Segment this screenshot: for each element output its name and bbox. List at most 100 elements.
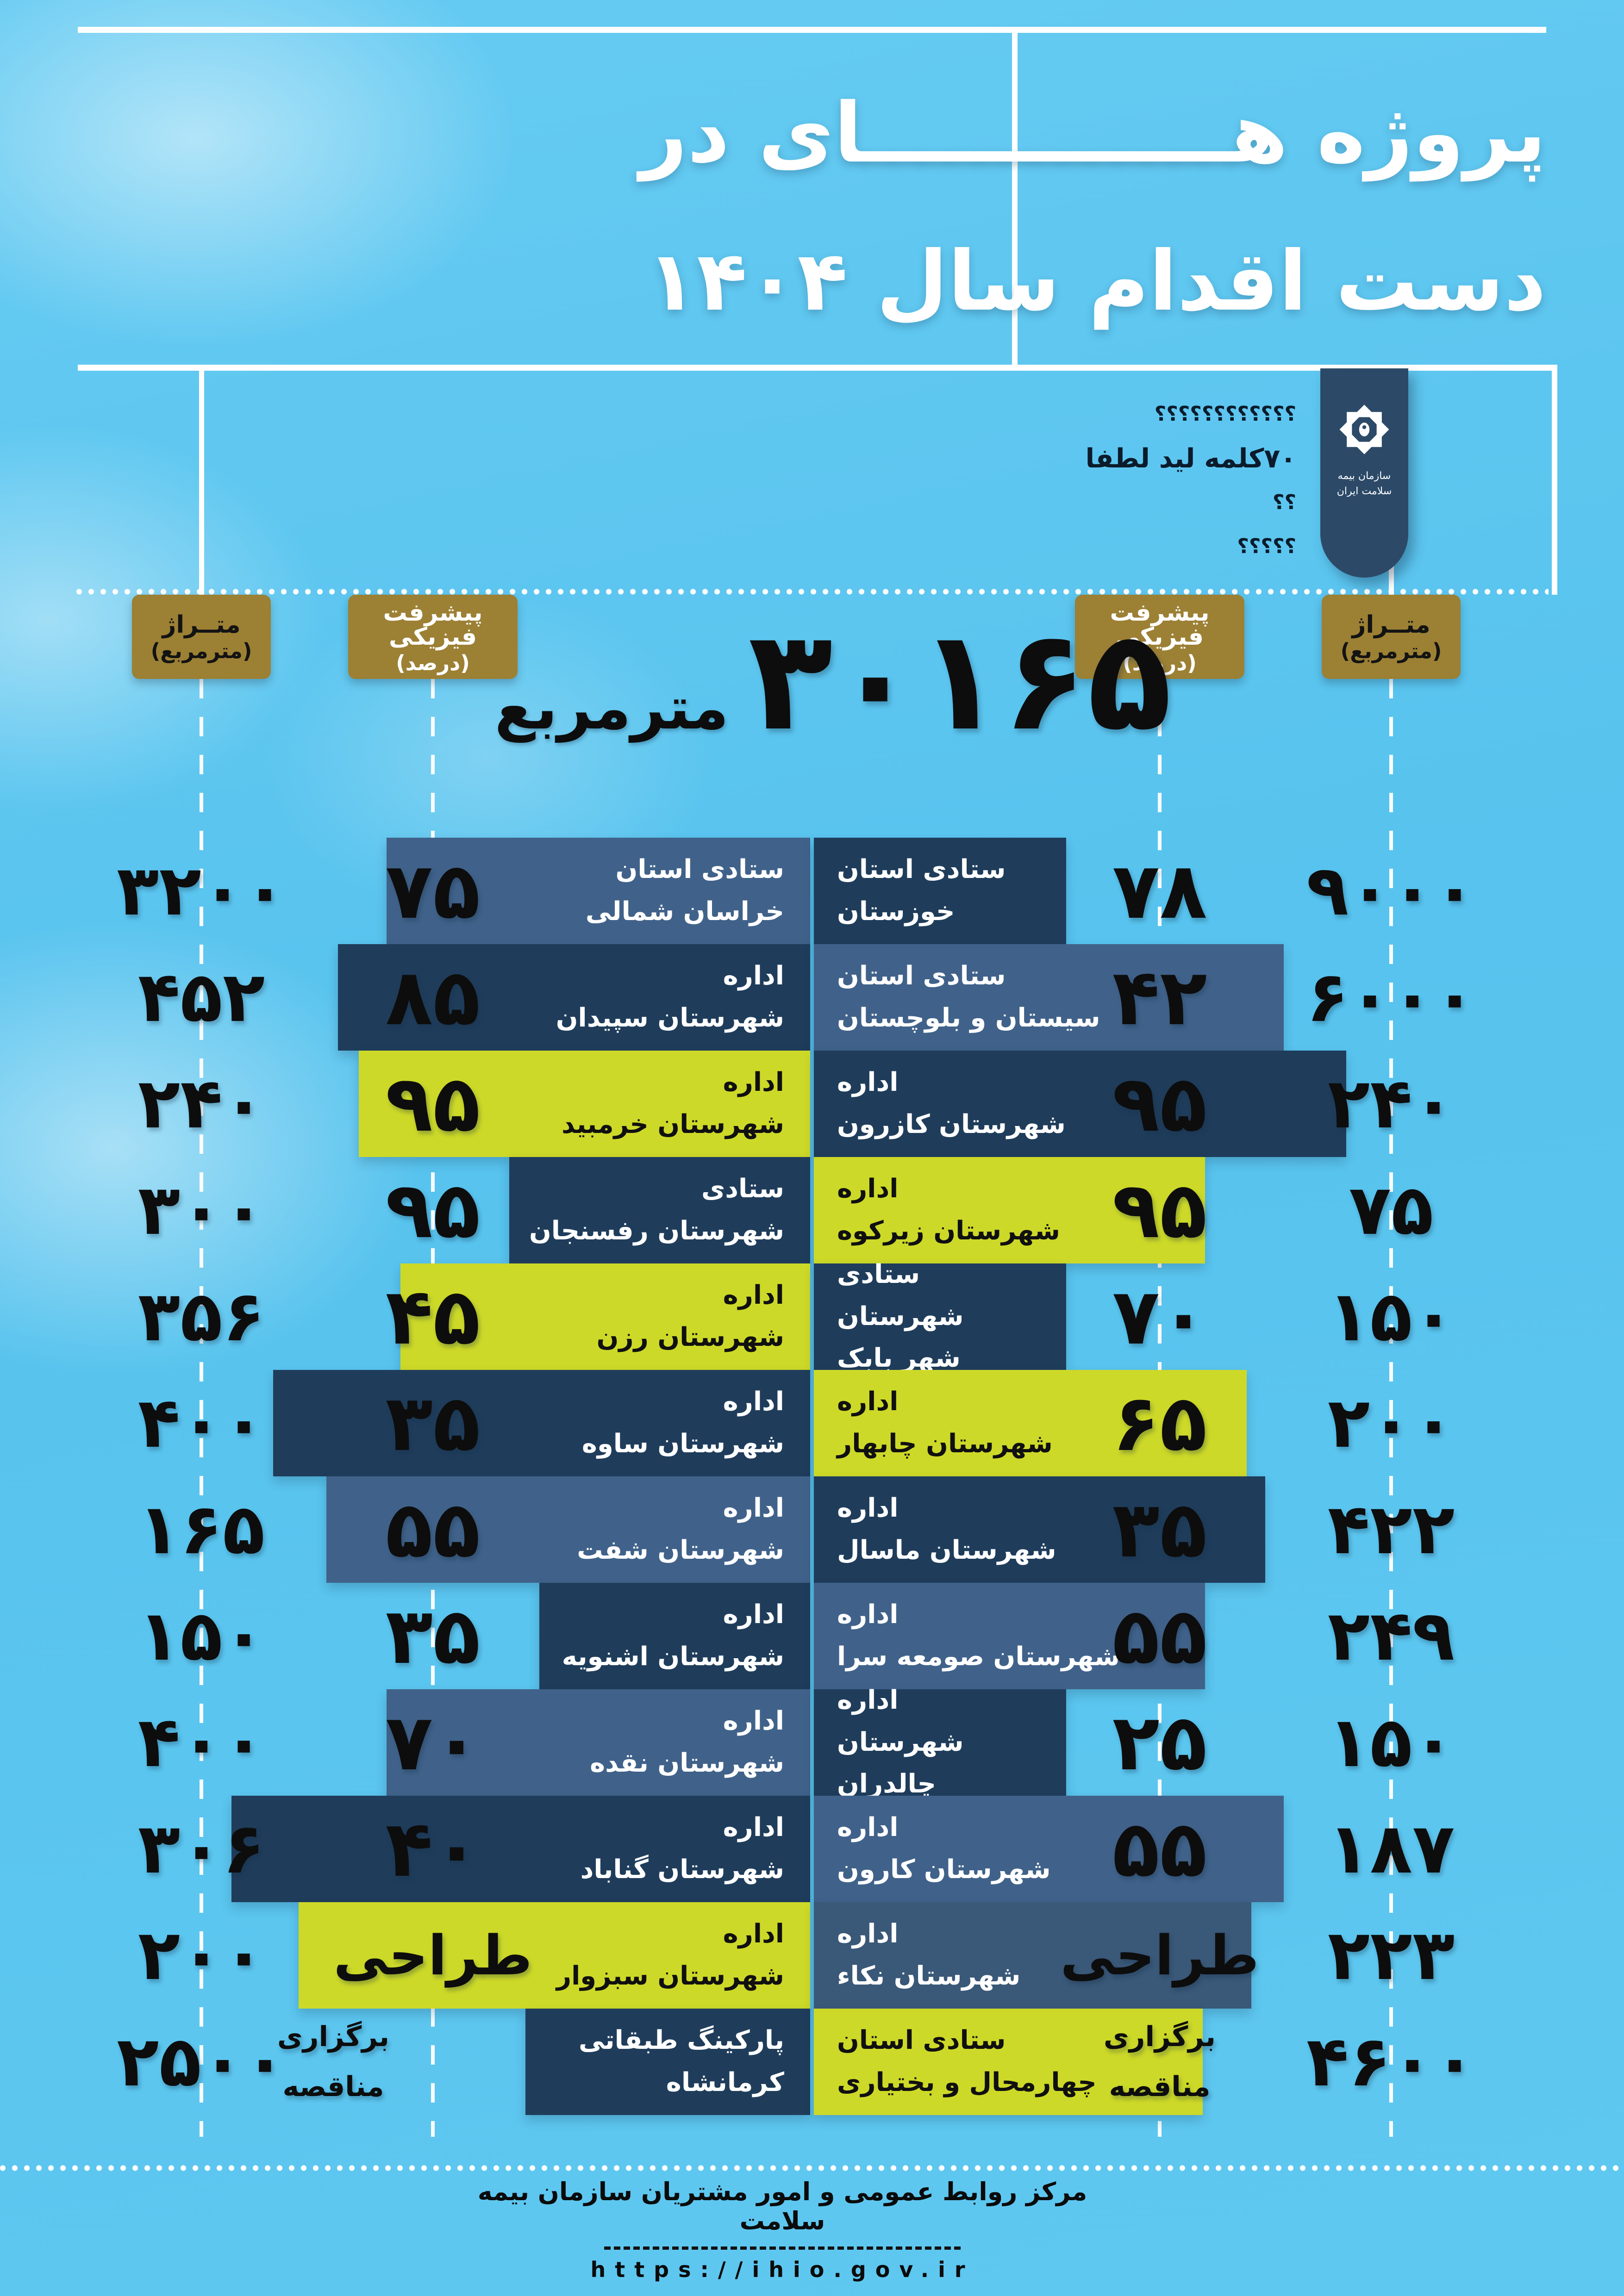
project-name-line: شهرستان نقده	[590, 1748, 784, 1778]
project-name-line: شهرستان گناباد	[580, 1854, 784, 1885]
project-bar-right-7: اداره شهرستان ماسال	[814, 1476, 1265, 1583]
right-frame-line	[1552, 365, 1557, 595]
progress-value-right: ۵۵	[1112, 1804, 1207, 1894]
project-name-line: خراسان شمالی	[585, 896, 784, 927]
area-value-left: ۳۰۶	[137, 1809, 265, 1889]
area-value-left: ۴۵۲	[137, 957, 265, 1038]
project-name-line: خوزستان	[837, 896, 955, 927]
footer-org-line: مرکز روابط عمومی و امور مشتریان سازمان ب…	[477, 2177, 1087, 2235]
project-name-line: اداره	[837, 1685, 899, 1715]
project-name: اداره شهرستان زیرکوه	[814, 1168, 1074, 1252]
project-name-line: شهرستان زیرکوه	[837, 1216, 1060, 1246]
project-name: اداره شهرستان اشنویه	[548, 1594, 810, 1678]
header-label: پیشرفت فیزیکی	[383, 598, 483, 651]
area-value-left: ۴۰۰	[137, 1702, 265, 1783]
progress-value-right: برگزاری مناقصه	[1039, 2009, 1280, 2115]
org-name: سازمان بیمه سلامت ایران	[1337, 470, 1392, 497]
progress-value-right: ۷۸	[1112, 846, 1207, 936]
area-value-left: ۲۴۰	[137, 1064, 265, 1144]
project-name-line: شهرستان چابهار	[837, 1429, 1053, 1459]
area-value-right: ۱۵۰	[1327, 1276, 1455, 1357]
footer-dotted-line	[0, 2165, 1624, 2171]
project-name-line: شهرستان اشنویه	[562, 1642, 784, 1672]
area-value-right: ۲۴۰	[1327, 1064, 1455, 1144]
project-name: اداره شهرستان رزن	[583, 1275, 810, 1358]
page-title-line2: دست اقدام سال ۱۴۰۴	[646, 233, 1547, 330]
project-name-line: اداره	[837, 1067, 899, 1098]
project-name-line: شهرستان رزن	[596, 1322, 784, 1352]
progress-value-left: ۸۵	[385, 952, 481, 1043]
project-name-line: کرمانشاه	[666, 2067, 784, 2097]
page-title-line1: پروژه هـــــــــــــای در	[640, 85, 1546, 181]
guide-line-area-right	[1389, 679, 1393, 2137]
progress-value-left: ۴۰	[385, 1804, 481, 1894]
project-name-line: اداره	[837, 1174, 899, 1204]
ihio-logo-icon	[1339, 404, 1389, 454]
project-name-line: شهرستان سبزوار	[556, 1961, 784, 1991]
lead-line: ؟؟؟؟؟	[1237, 535, 1296, 559]
header-sublabel: (مترمربع)	[1340, 638, 1442, 663]
header-box-progress-right: پیشرفت فیزیکی (درصد)	[1075, 595, 1244, 679]
progress-value-left: برگزاری مناقصه	[213, 2009, 454, 2115]
progress-value-right: ۳۵	[1112, 1484, 1207, 1575]
project-name: اداره شهرستان سبزوار	[543, 1913, 810, 1997]
top-rule	[78, 27, 1546, 33]
area-value-right: ۷۵	[1349, 1170, 1434, 1251]
lead-placeholder: ؟؟؟؟؟؟؟؟؟؟؟؟ ۷۰کلمه لید لطفا ؟؟ ؟؟؟؟؟	[1086, 392, 1296, 569]
area-value-left: ۱۶۵	[137, 1489, 265, 1570]
area-value-left: ۳۵۶	[137, 1276, 265, 1357]
area-value-right: ۲۲۳	[1327, 1915, 1455, 1996]
project-name-line: اداره	[723, 1919, 784, 1949]
project-bar-right-2: ستادی استان سیستان و بلوچستان	[814, 944, 1284, 1051]
area-value-left: ۳۰۰	[137, 1170, 265, 1251]
area-value-left: ۱۵۰	[137, 1596, 265, 1676]
project-name-line: ستادی استان	[837, 2025, 1006, 2056]
area-value-right: ۶۰۰۰	[1306, 957, 1476, 1038]
project-name-line: اداره	[723, 1067, 784, 1098]
project-name: اداره شهرستان کارون	[814, 1807, 1065, 1891]
project-name: اداره شهرستان گناباد	[567, 1807, 810, 1891]
project-name-line: ستادی	[701, 1174, 784, 1204]
project-name-line: شهرستان ماسال	[837, 1535, 1056, 1565]
project-name: ستادی استان چهارمحال و بختیاری	[814, 2020, 1111, 2103]
area-value-right: ۲۰۰	[1327, 1383, 1455, 1463]
project-name-line: اداره	[837, 1387, 899, 1417]
area-value-right: ۹۰۰۰	[1306, 851, 1476, 931]
footer-url-link[interactable]: https://ihio.gov.ir	[590, 2257, 974, 2282]
project-name: اداره شهرستان ساوه	[568, 1381, 810, 1465]
project-name: اداره شهرستان سپیدان	[542, 955, 810, 1039]
project-name: اداره شهرستان چابهار	[814, 1381, 1067, 1465]
total-area: ۳۰۱۶۵ مترمربع	[394, 600, 1273, 761]
project-bar-left-2: اداره شهرستان سپیدان	[338, 944, 810, 1051]
progress-value-right: ۲۵	[1112, 1697, 1207, 1788]
project-name-line: شهرستان صومعه سرا	[837, 1642, 1120, 1672]
project-bar-right-1: ستادی استان خوزستان	[814, 838, 1066, 944]
project-name-line: اداره	[723, 961, 784, 991]
progress-value-right: طراحی	[1060, 1923, 1259, 1987]
project-bar-right-4: اداره شهرستان زیرکوه	[814, 1157, 1205, 1263]
project-bar-left-12: پارکینگ طبقاتی کرمانشاه	[525, 2009, 810, 2115]
project-bar-right-8: اداره شهرستان صومعه سرا	[814, 1583, 1205, 1689]
project-name-line: شهرستان کارون	[837, 1854, 1051, 1885]
total-area-value: ۳۰۱۶۵	[748, 600, 1172, 761]
project-bar-left-9: اداره شهرستان نقده	[387, 1689, 810, 1796]
project-name-line: شهرستان ساوه	[581, 1429, 784, 1459]
area-value-right: ۴۶۰۰	[1306, 2022, 1476, 2102]
left-area-connector-line	[199, 368, 204, 596]
project-bar-right-11: اداره شهرستان نکاء	[814, 1902, 1251, 2009]
project-bar-right-12: ستادی استان چهارمحال و بختیاری	[814, 2009, 1203, 2115]
project-bar-left-7: اداره شهرستان شفت	[326, 1476, 810, 1583]
progress-value-right: ۴۲	[1112, 952, 1207, 1043]
project-name-line: شهر بابک	[837, 1343, 961, 1374]
area-value-right: ۴۲۲	[1327, 1489, 1455, 1570]
progress-value-left: ۳۵	[385, 1378, 481, 1468]
project-name: ستادی استان خوزستان	[814, 849, 1019, 933]
area-value-right: ۱۸۷	[1327, 1809, 1455, 1889]
project-bar-right-3: اداره شهرستان کازرون	[814, 1051, 1346, 1157]
project-name: اداره شهرستان نکاء	[814, 1913, 1034, 1997]
progress-value-left: ۹۵	[385, 1165, 481, 1256]
header-rule	[78, 365, 1557, 371]
project-name-line: شهرستان چالدران	[837, 1727, 964, 1799]
header-sublabel: (درصد)	[396, 650, 470, 675]
